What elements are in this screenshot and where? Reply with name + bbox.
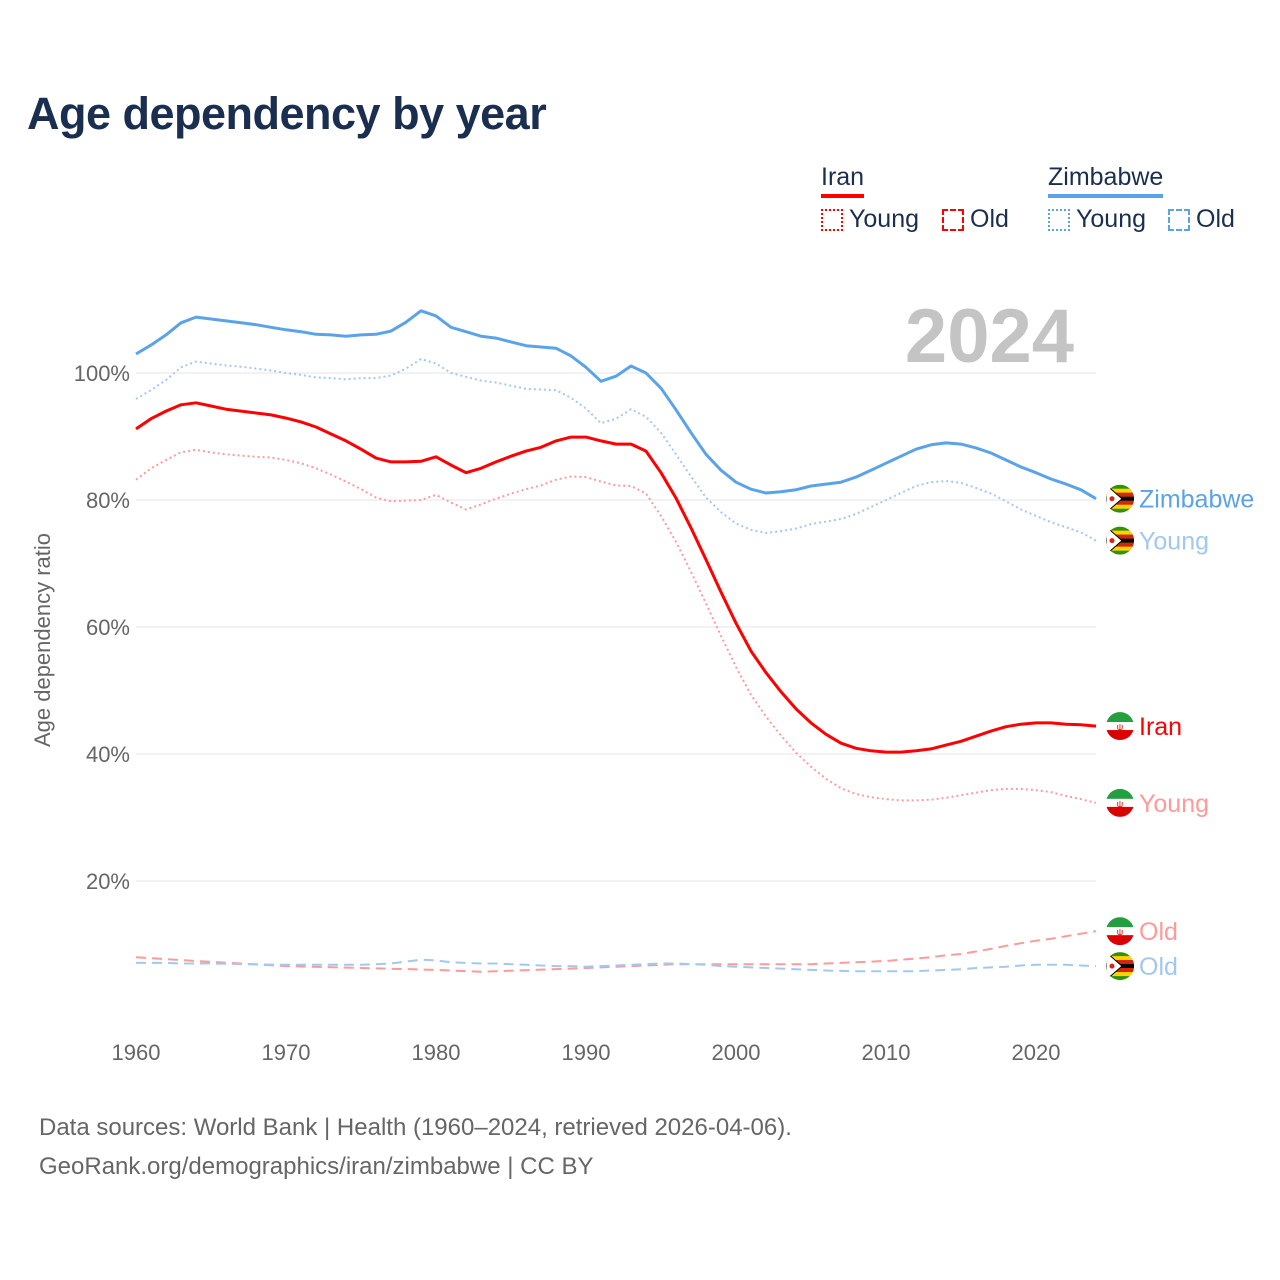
legend-item-zimbabwe-old: Old xyxy=(1168,205,1235,234)
end-label: Young xyxy=(1139,528,1209,556)
legend-label: Young xyxy=(849,205,919,233)
end-label: Young xyxy=(1139,790,1209,818)
legend-group-iran: Iran xyxy=(821,163,865,198)
iran-flag-icon: ψ xyxy=(1106,788,1134,817)
svg-text:ψ: ψ xyxy=(1117,927,1123,937)
svg-text:ψ: ψ xyxy=(1117,799,1123,809)
svg-text:ψ: ψ xyxy=(1117,722,1123,732)
legend-label: Old xyxy=(1196,205,1235,233)
zimbabwe-flag-icon xyxy=(1106,484,1134,513)
x-tick-label: 2010 xyxy=(862,1040,911,1065)
series-line-zimbabwe-young xyxy=(135,358,1097,542)
end-label: Old xyxy=(1139,953,1178,981)
legend-item-iran-young: Young xyxy=(821,205,919,234)
dashed-swatch-icon xyxy=(942,208,964,231)
zimbabwe-flag-icon xyxy=(1106,526,1134,555)
y-tick-label: 100% xyxy=(74,361,130,386)
footer-link[interactable]: GeoRank.org/demographics/iran/zimbabwe |… xyxy=(39,1153,594,1180)
end-label: Iran xyxy=(1139,713,1182,741)
y-tick-label: 40% xyxy=(86,742,130,767)
x-tick-label: 1980 xyxy=(412,1040,461,1065)
legend-item-zimbabwe-young: Young xyxy=(1048,205,1146,234)
x-tick-label: 1970 xyxy=(262,1040,311,1065)
legend-label: Old xyxy=(970,205,1009,233)
footer: Data sources: World Bank | Health (1960–… xyxy=(39,1108,792,1186)
legend-item-iran-old: Old xyxy=(942,205,1009,234)
x-tick-label: 2000 xyxy=(712,1040,761,1065)
x-tick-label: 2020 xyxy=(1012,1040,1061,1065)
dotted-swatch-icon xyxy=(1048,208,1070,231)
dashed-swatch-icon xyxy=(1168,208,1190,231)
year-watermark: 2024 xyxy=(905,294,1074,379)
legend-group-zimbabwe: Zimbabwe xyxy=(1048,163,1164,198)
y-axis-label: Age dependency ratio xyxy=(30,533,55,747)
end-label: Zimbabwe xyxy=(1139,486,1254,514)
y-tick-label: 20% xyxy=(86,869,130,894)
footer-sources: Data sources: World Bank | Health (1960–… xyxy=(39,1114,792,1141)
y-tick-label: 80% xyxy=(86,488,130,513)
iran-flag-icon: ψ xyxy=(1106,917,1134,946)
end-label: Old xyxy=(1139,918,1178,946)
dotted-swatch-icon xyxy=(821,208,843,231)
series-line-zimbabwe xyxy=(135,309,1097,500)
series-line-iran xyxy=(135,401,1097,754)
x-tick-label: 1960 xyxy=(112,1040,161,1065)
zimbabwe-flag-icon xyxy=(1106,952,1134,981)
y-tick-label: 60% xyxy=(86,615,130,640)
chart-title: Age dependency by year xyxy=(27,88,547,139)
series-line-zimbabwe-old xyxy=(136,958,1097,973)
series-line-iran-old xyxy=(135,930,1097,973)
x-tick-label: 1990 xyxy=(562,1040,611,1065)
series-line-iran-young xyxy=(135,448,1097,804)
legend-label: Young xyxy=(1076,205,1146,233)
iran-flag-icon: ψ xyxy=(1106,712,1134,741)
